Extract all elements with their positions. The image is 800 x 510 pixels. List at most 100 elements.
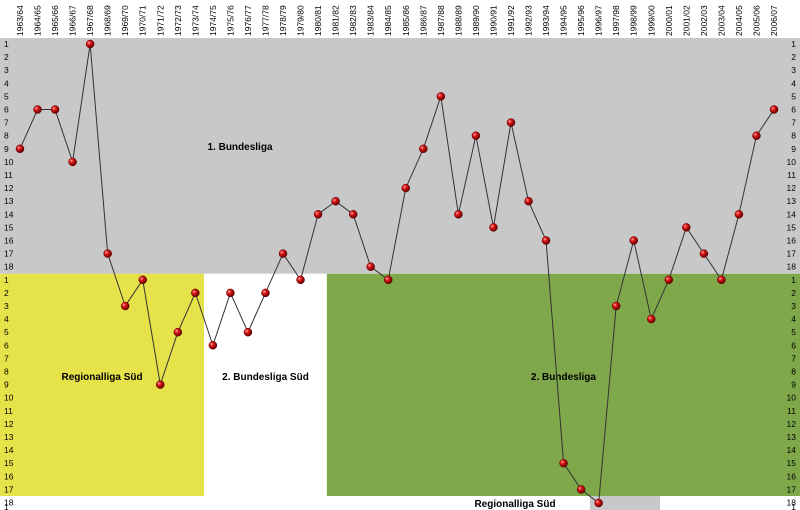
y-tick-right: 4: [791, 314, 796, 324]
y-tick-left: 8: [4, 367, 9, 377]
position-markers: [15, 39, 779, 508]
position-marker: [208, 341, 218, 350]
position-line-layer: [19, 43, 775, 504]
y-tick-right: 5: [791, 327, 796, 337]
season-label: 1968/69: [103, 5, 113, 36]
season-label: 2003/04: [716, 5, 726, 36]
zone-1-bundesliga: [0, 38, 800, 274]
y-tick-right: 9: [791, 144, 796, 154]
y-tick-right: 11: [787, 406, 796, 416]
season-label: 1986/87: [418, 5, 428, 36]
season-label: 1993/94: [541, 5, 551, 36]
season-label: 1988/89: [453, 5, 463, 36]
season-label: 1976/77: [243, 5, 253, 36]
position-marker: [559, 458, 568, 468]
position-marker: [454, 210, 463, 219]
season-label: 1998/99: [629, 5, 639, 36]
y-tick-right: 9: [791, 380, 796, 390]
season-label: 2002/03: [699, 5, 709, 36]
zone-labels-layer: 1. Bundesliga Regionalliga Süd 2. Bundesli…: [61, 142, 596, 510]
y-tick-right: 3: [791, 301, 796, 311]
season-label: 1973/74: [190, 5, 200, 36]
position-marker: [506, 118, 516, 127]
y-tick-left: 3: [4, 65, 9, 75]
season-label: 1981/82: [331, 5, 341, 36]
position-marker: [85, 39, 95, 49]
position-marker: [576, 485, 586, 494]
zone-regionalliga-s-d: [589, 496, 661, 510]
y-tick-left: 2: [4, 52, 9, 62]
y-tick-right: 15: [787, 222, 797, 232]
position-marker: [156, 380, 165, 389]
y-tick-right: 14: [787, 209, 797, 219]
zone-2-bundesliga-s-d: [204, 273, 327, 496]
y-tick-left: 13: [4, 196, 14, 206]
y-tick-left: 1: [4, 502, 9, 510]
y-tick-left: 15: [4, 458, 14, 468]
position-marker: [611, 301, 621, 311]
y-tick-left: 9: [4, 380, 9, 390]
position-marker: [524, 196, 533, 206]
season-label: 1980/81: [313, 5, 323, 36]
y-tick-right: 17: [787, 249, 797, 259]
zone-label: 1. Bundesliga: [207, 142, 272, 153]
position-marker: [50, 105, 60, 114]
position-marker: [366, 262, 375, 271]
y-tick-left: 15: [4, 222, 14, 232]
season-label: 1970/71: [138, 5, 148, 36]
y-tick-left: 5: [4, 327, 9, 337]
position-marker: [33, 105, 42, 114]
position-marker: [243, 327, 253, 337]
y-tick-left: 16: [4, 471, 14, 481]
position-marker: [68, 157, 77, 167]
y-tick-right: 7: [791, 353, 796, 363]
season-label: 1969/70: [120, 5, 130, 36]
position-marker: [647, 314, 656, 324]
y-tick-left: 4: [4, 314, 9, 324]
y-tick-left: 14: [4, 445, 14, 455]
position-marker: [489, 223, 498, 232]
y-tick-left: 18: [4, 498, 14, 508]
y-tick-left: 5: [4, 91, 9, 101]
position-marker: [226, 288, 235, 298]
season-label: 1982/83: [348, 5, 358, 36]
position-marker: [383, 275, 393, 285]
y-tick-left: 1: [4, 39, 9, 49]
y-tick-right: 1: [791, 502, 796, 510]
season-label: 2005/06: [751, 5, 761, 36]
y-tick-right: 4: [791, 78, 796, 88]
season-axis: 1963/64 1964/65 1965/66 1966/67 1967/68 1968/…: [15, 5, 779, 36]
y-tick-right: 10: [787, 157, 797, 167]
position-marker: [734, 210, 744, 219]
season-label: 1971/72: [155, 5, 165, 36]
season-label: 1992/93: [524, 5, 534, 36]
season-label: 1995/96: [576, 5, 586, 36]
position-line: [19, 43, 775, 504]
y-tick-right: 16: [787, 236, 797, 246]
season-label: 1990/91: [488, 5, 498, 36]
season-label: 1975/76: [225, 5, 235, 36]
position-marker: [191, 288, 200, 298]
y-tick-right: 13: [787, 432, 797, 442]
y-tick-left: 1: [4, 275, 9, 285]
y-tick-left: 18: [4, 262, 14, 272]
y-tick-right: 12: [787, 419, 797, 429]
y-tick-left: 11: [4, 406, 13, 416]
season-label: 2001/02: [681, 5, 691, 36]
position-marker: [717, 275, 726, 285]
y-tick-left: 10: [4, 157, 14, 167]
position-marker: [296, 275, 305, 285]
position-marker: [348, 210, 358, 219]
y-tick-right: 3: [791, 65, 796, 75]
y-tick-left: 16: [4, 236, 14, 246]
y-tick-right: 6: [791, 105, 796, 115]
position-marker: [173, 327, 183, 337]
y-tick-left: 6: [4, 340, 9, 350]
position-marker: [769, 105, 779, 114]
y-tick-left: 3: [4, 301, 9, 311]
season-label: 1983/84: [366, 5, 376, 36]
y-tick-left: 17: [4, 484, 14, 494]
position-marker: [15, 144, 25, 154]
y-tick-left: 8: [4, 131, 9, 141]
